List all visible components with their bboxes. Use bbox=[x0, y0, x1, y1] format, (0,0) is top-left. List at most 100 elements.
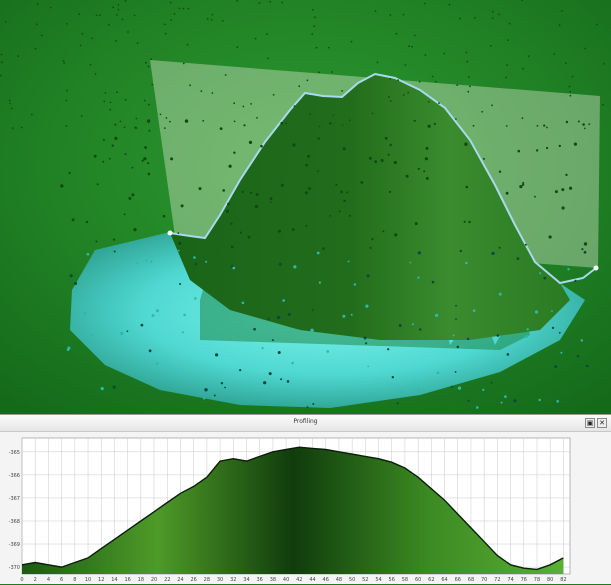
sounding-point bbox=[558, 144, 561, 148]
sounding-point bbox=[317, 170, 320, 173]
sounding-point bbox=[254, 204, 259, 209]
sounding-point bbox=[206, 17, 209, 20]
sounding-point bbox=[94, 73, 97, 75]
x-tick-label: 80 bbox=[547, 577, 553, 583]
sounding-point bbox=[568, 85, 571, 88]
sounding-point bbox=[468, 76, 470, 78]
sounding-point bbox=[8, 99, 11, 102]
profile-start-point[interactable] bbox=[167, 230, 173, 236]
x-tick-label: 52 bbox=[362, 577, 368, 583]
sounding-point bbox=[434, 80, 437, 83]
sounding-point bbox=[431, 280, 435, 284]
x-tick-label: 66 bbox=[455, 577, 461, 583]
x-tick-label: 48 bbox=[336, 577, 342, 583]
sounding-point bbox=[203, 397, 206, 400]
sounding-point bbox=[278, 262, 282, 266]
sounding-point bbox=[402, 94, 405, 96]
x-tick-label: 6 bbox=[60, 577, 63, 583]
sounding-point bbox=[482, 388, 485, 391]
sounding-point bbox=[393, 160, 397, 165]
sounding-point bbox=[147, 172, 151, 176]
sounding-point bbox=[408, 45, 410, 48]
sounding-point bbox=[382, 230, 385, 233]
sounding-point bbox=[516, 257, 520, 260]
panel-title: Profiling bbox=[293, 418, 318, 425]
sounding-point bbox=[144, 146, 148, 149]
sounding-point bbox=[241, 301, 245, 305]
sounding-point bbox=[187, 7, 190, 10]
sounding-point bbox=[585, 364, 589, 368]
sounding-point bbox=[450, 385, 453, 388]
sounding-point bbox=[20, 126, 23, 129]
sounding-point bbox=[173, 13, 176, 15]
sounding-point bbox=[151, 314, 155, 317]
sounding-point bbox=[424, 54, 427, 56]
sounding-point bbox=[227, 202, 230, 206]
close-icon[interactable]: ✕ bbox=[597, 418, 607, 428]
sounding-point bbox=[394, 233, 398, 237]
panel-title-bar[interactable]: Profiling ▣ ✕ bbox=[0, 415, 611, 432]
sounding-point bbox=[71, 218, 75, 222]
x-tick-label: 34 bbox=[243, 577, 249, 583]
sounding-point bbox=[124, 153, 127, 156]
sounding-point bbox=[96, 183, 99, 186]
sounding-point bbox=[0, 74, 2, 77]
sounding-point bbox=[472, 124, 475, 127]
sounding-point bbox=[571, 75, 574, 78]
sounding-point bbox=[365, 342, 368, 345]
sounding-point bbox=[318, 281, 321, 284]
restore-window-icon[interactable]: ▣ bbox=[585, 418, 595, 428]
sounding-point bbox=[126, 330, 129, 333]
sounding-point bbox=[413, 119, 416, 122]
y-tick-label: -366 bbox=[9, 473, 20, 479]
sounding-point bbox=[222, 189, 225, 192]
sounding-point bbox=[254, 37, 257, 40]
sounding-point bbox=[581, 248, 584, 251]
sounding-point bbox=[233, 120, 236, 123]
sounding-point bbox=[465, 185, 469, 189]
y-tick-label: -365 bbox=[9, 450, 20, 456]
sounding-point bbox=[456, 84, 459, 86]
sounding-point bbox=[366, 274, 370, 278]
sounding-point bbox=[417, 276, 420, 279]
sounding-point bbox=[147, 119, 151, 123]
sounding-point bbox=[69, 274, 73, 278]
sounding-point bbox=[258, 2, 261, 4]
sounding-point bbox=[387, 348, 390, 351]
x-tick-label: 38 bbox=[270, 577, 276, 583]
sounding-point bbox=[165, 117, 168, 119]
sounding-point bbox=[211, 13, 214, 16]
sounding-point bbox=[182, 62, 185, 65]
sounding-point bbox=[121, 18, 124, 21]
sounding-point bbox=[230, 245, 234, 249]
sounding-point bbox=[350, 313, 353, 316]
sounding-point bbox=[91, 37, 94, 40]
sounding-point bbox=[9, 102, 11, 105]
sounding-point bbox=[411, 45, 414, 48]
sounding-point bbox=[546, 146, 549, 150]
sounding-point bbox=[79, 44, 82, 47]
profile-line[interactable] bbox=[169, 72, 597, 285]
sounding-point bbox=[315, 46, 318, 49]
profile-end-point[interactable] bbox=[593, 265, 599, 271]
sounding-point bbox=[243, 124, 246, 127]
sounding-point bbox=[256, 117, 258, 119]
sounding-point bbox=[148, 129, 151, 132]
sounding-point bbox=[65, 125, 68, 127]
sounding-point bbox=[66, 89, 68, 92]
sounding-point bbox=[297, 329, 300, 332]
terrain-3d-view[interactable] bbox=[0, 0, 611, 414]
sounding-point bbox=[127, 31, 129, 33]
sounding-point bbox=[522, 181, 525, 184]
sounding-point bbox=[329, 122, 332, 125]
x-tick-label: 56 bbox=[389, 577, 395, 583]
sounding-point bbox=[100, 387, 104, 391]
sounding-point bbox=[177, 232, 180, 235]
sounding-point bbox=[554, 190, 558, 194]
sounding-point bbox=[117, 8, 120, 11]
sounding-point bbox=[574, 279, 577, 283]
sounding-point bbox=[148, 349, 152, 353]
sounding-point bbox=[310, 328, 314, 332]
sounding-point bbox=[466, 337, 470, 341]
sounding-point bbox=[425, 146, 429, 150]
